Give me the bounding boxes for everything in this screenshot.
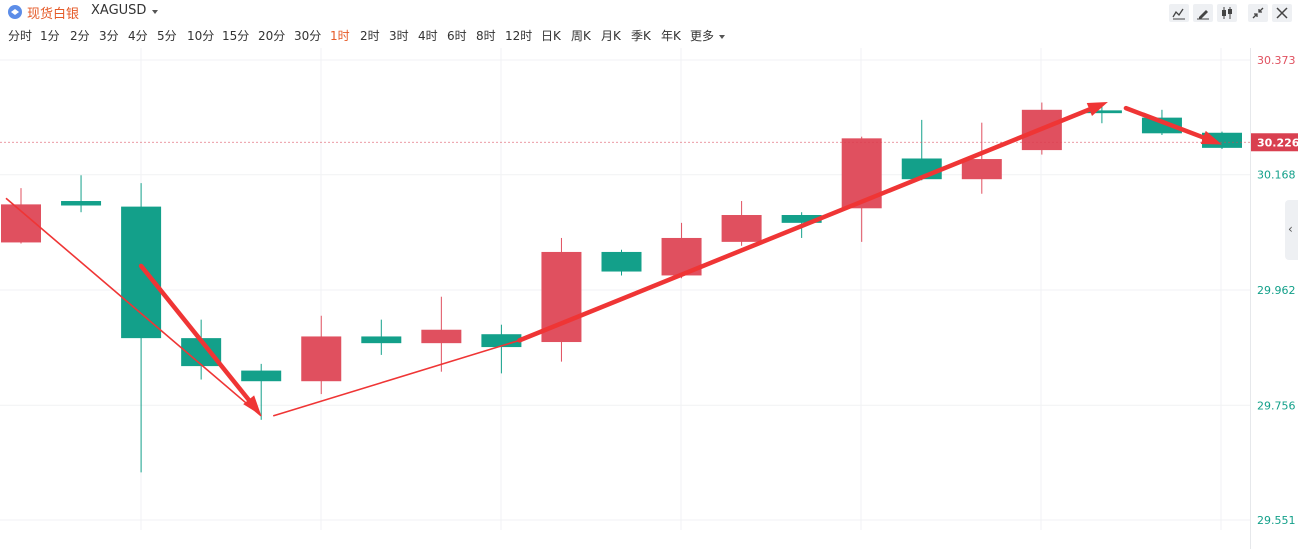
interval-tab-15[interactable]: 8时: [476, 29, 496, 43]
close-icon[interactable]: [1272, 4, 1292, 22]
interval-tab-13[interactable]: 4时: [418, 29, 438, 43]
symbol-name[interactable]: 现货白银: [27, 7, 80, 22]
candle: [241, 363, 282, 420]
y-tick-label: 30.373: [1257, 54, 1296, 67]
candle-body: [781, 215, 822, 223]
interval-tab-0[interactable]: 分时: [8, 29, 33, 43]
candle: [181, 319, 222, 380]
candle: [541, 237, 582, 362]
interval-tab-18[interactable]: 周K: [571, 29, 591, 43]
last-price-label: 30.226: [1257, 136, 1298, 149]
candle-body: [361, 336, 402, 344]
price-chart[interactable]: 30.373 30.168 29.962 29.756 29.551 30.226: [0, 48, 1298, 549]
interval-tab-6[interactable]: 10分: [187, 29, 215, 43]
candle-body: [601, 251, 642, 272]
interval-tab-9[interactable]: 30分: [294, 29, 322, 43]
candle-body: [1141, 117, 1182, 134]
interval-tab-14[interactable]: 6时: [447, 29, 467, 43]
candle-body: [721, 215, 762, 242]
candlestick-icon[interactable]: [1217, 4, 1237, 22]
candle: [481, 324, 522, 374]
trend-arrow: [138, 263, 251, 403]
interval-tab-20[interactable]: 季K: [631, 29, 651, 43]
candle-body: [421, 329, 462, 344]
interval-tab-22[interactable]: 更多: [690, 29, 715, 43]
trend-line: [5, 197, 262, 417]
candle-body: [121, 206, 162, 339]
interval-tab-21[interactable]: 年K: [661, 29, 681, 43]
y-tick-label: 30.168: [1257, 169, 1296, 182]
interval-tab-12[interactable]: 3时: [389, 29, 409, 43]
interval-tab-4[interactable]: 4分: [128, 29, 148, 43]
candle-body: [481, 334, 522, 348]
chevron-left-icon: ‹: [1288, 222, 1293, 236]
interval-tab-7[interactable]: 15分: [222, 29, 250, 43]
collapse-icon[interactable]: [1248, 4, 1268, 22]
trend-arrow: [1123, 105, 1206, 140]
candle: [841, 136, 882, 242]
candle: [1021, 102, 1062, 155]
candle-body: [61, 201, 102, 206]
chevron-down-icon[interactable]: [152, 10, 158, 14]
interval-tab-10[interactable]: 1时: [330, 29, 350, 43]
trend-arrow: [517, 107, 1092, 343]
last-price-tag: [1251, 133, 1298, 152]
candle: [721, 201, 762, 246]
trend-line: [272, 339, 520, 417]
interval-tab-19[interactable]: 月K: [601, 29, 621, 43]
interval-tab-11[interactable]: 2时: [360, 29, 380, 43]
interval-tab-3[interactable]: 3分: [99, 29, 119, 43]
trend-arrowhead: [1200, 130, 1222, 145]
candle: [1081, 107, 1122, 124]
trend-arrowhead: [1086, 101, 1108, 116]
symbol-code[interactable]: XAGUSD: [91, 3, 147, 18]
interval-tab-1[interactable]: 1分: [40, 29, 60, 43]
trend-arrowhead: [243, 395, 262, 416]
y-tick-label: 29.962: [1257, 284, 1296, 297]
interval-tab-8[interactable]: 20分: [258, 29, 286, 43]
chevron-down-icon[interactable]: [719, 35, 725, 39]
candle: [961, 122, 1002, 194]
candle: [61, 175, 102, 213]
draw-pen-icon[interactable]: [1193, 4, 1213, 22]
interval-tab-5[interactable]: 5分: [157, 29, 177, 43]
y-tick-label: 29.551: [1257, 514, 1296, 527]
line-chart-icon[interactable]: [1169, 4, 1189, 22]
interval-tab-16[interactable]: 12时: [505, 29, 533, 43]
candle-body: [961, 159, 1002, 180]
chart-header: 现货白银 XAGUSD: [0, 0, 1298, 24]
candle: [1, 188, 41, 244]
interval-tab-2[interactable]: 2分: [70, 29, 90, 43]
candle: [601, 249, 642, 276]
silver-coin-icon: [8, 5, 22, 19]
candle: [361, 319, 402, 355]
candle: [301, 315, 342, 395]
candle: [421, 296, 462, 372]
candle-body: [301, 336, 342, 382]
side-panel-toggle[interactable]: ‹: [1285, 200, 1298, 260]
candle: [121, 183, 162, 473]
y-tick-label: 29.756: [1257, 399, 1296, 412]
interval-tab-17[interactable]: 日K: [541, 29, 561, 43]
candle-body: [1081, 110, 1122, 114]
candle-body: [241, 370, 282, 382]
